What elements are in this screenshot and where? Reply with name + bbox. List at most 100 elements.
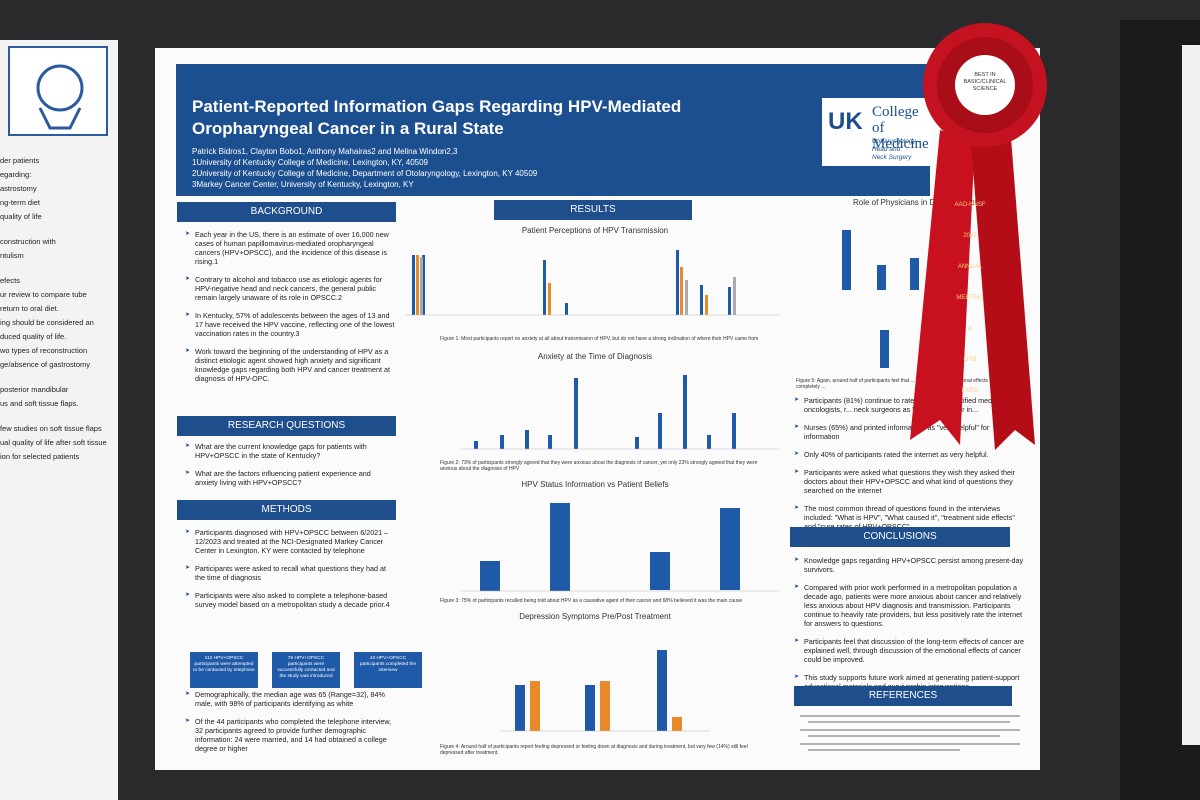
ribbon-tail-text: OTO bbox=[963, 357, 977, 363]
logo-mark: UK bbox=[828, 108, 863, 135]
left-line: return to oral diet. bbox=[0, 304, 59, 313]
left-line: astrostomy bbox=[0, 184, 37, 193]
ribbon-tail-text: 2025 bbox=[963, 233, 977, 239]
bullet: Compared with prior work performed in a … bbox=[794, 583, 1024, 628]
section-heading: METHODS bbox=[177, 500, 396, 520]
section-heading: RESEARCH QUESTIONS bbox=[177, 416, 396, 436]
uk-logo: UK College of Medicine Otolaryngology – H… bbox=[822, 98, 932, 166]
bullet: Knowledge gaps regarding HPV+OPSCC persi… bbox=[794, 556, 1024, 574]
chart-axes bbox=[405, 314, 780, 732]
bullet: Participants were also asked to complete… bbox=[185, 591, 395, 609]
bullet: In Kentucky, 57% of adolescents between … bbox=[185, 311, 395, 338]
ribbon-tail-text: EXPO bbox=[961, 388, 979, 394]
left-line: construction with bbox=[0, 237, 56, 246]
header: Patient-Reported Information Gaps Regard… bbox=[176, 64, 790, 196]
left-line: quality of life bbox=[0, 212, 42, 221]
left-line: der patients bbox=[0, 156, 40, 165]
left-line: ing should be considered an bbox=[0, 318, 94, 327]
figure-caption: Figure 2: 73% of participants strongly a… bbox=[440, 460, 758, 472]
logo-college: College of bbox=[872, 104, 919, 136]
left-line: few studies on soft tissue flaps bbox=[0, 424, 102, 433]
bullet: Each year in the US, there is an estimat… bbox=[185, 230, 395, 266]
left-line: ntulism bbox=[0, 251, 24, 260]
ribbon-tail-text: ANNUAL bbox=[957, 264, 983, 270]
conclusion-bullets: Knowledge gaps regarding HPV+OPSCC persi… bbox=[794, 556, 1024, 700]
bullet: Contrary to alcohol and tobacco use as e… bbox=[185, 275, 395, 302]
fig5-chart bbox=[842, 230, 919, 368]
left-line: ion for selected patients bbox=[0, 452, 80, 461]
ribbon-tail-text: MEETING bbox=[956, 295, 984, 301]
left-line: ng-term diet bbox=[0, 198, 41, 207]
result-charts bbox=[405, 250, 780, 732]
chart-bars bbox=[412, 250, 740, 731]
logo-medicine: Medicine bbox=[872, 136, 929, 152]
right-poster bbox=[1182, 45, 1200, 745]
left-line: posterior mandibular bbox=[0, 385, 69, 394]
reference-text-lines bbox=[800, 715, 1020, 751]
methods-bullets: Participants diagnosed with HPV+OPSCC be… bbox=[185, 528, 395, 618]
left-line: ual quality of life after soft tissue bbox=[0, 438, 107, 447]
figure-caption: Figure 4: Around half of participants re… bbox=[440, 744, 748, 756]
left-poster: der patients egarding: astrostomy ng-term d… bbox=[0, 40, 118, 800]
bullet: Nurses (65%) and printed informatio... a… bbox=[794, 423, 1024, 441]
ribbon-text: BEST IN bbox=[974, 72, 996, 78]
flow-box: 75 HPV+OPSCC participants were successfu… bbox=[272, 652, 340, 688]
bullet: What are the current knowledge gaps for … bbox=[185, 442, 395, 460]
left-text: der patients egarding: astrostomy ng-term d… bbox=[0, 155, 115, 465]
bullet: Participants were asked to recall what q… bbox=[185, 564, 395, 582]
logo-dept: Otolaryngology – Head and Neck Surgery bbox=[872, 138, 932, 162]
chart-bars-gray bbox=[420, 257, 736, 315]
affiliation: 1University of Kentucky College of Medic… bbox=[192, 158, 428, 167]
figure-caption: Figure 1: Most participants report no an… bbox=[440, 336, 759, 342]
title-line: Patient-Reported Information Gaps Regard… bbox=[192, 97, 682, 116]
ribbon-center: BEST IN BASIC/CLINICAL SCIENCE bbox=[955, 72, 1015, 93]
authors: Patrick Bidros1, Clayton Bobo1, Anthony … bbox=[192, 147, 458, 156]
flow-box: 112 HPV+OPSCC participants were attempte… bbox=[190, 652, 258, 688]
ribbon-text: BASIC/CLINICAL bbox=[963, 79, 1007, 85]
right-bullets: Participants (81%) continue to rate m...… bbox=[794, 396, 1024, 540]
title: Patient-Reported Information Gaps Regard… bbox=[192, 96, 681, 140]
bullet: Participants were asked what questions t… bbox=[794, 468, 1024, 495]
section-heading: REFERENCES bbox=[794, 686, 1012, 706]
bullet: Participants (81%) continue to rate m...… bbox=[794, 396, 1024, 414]
left-line: egarding: bbox=[0, 170, 32, 179]
figure-caption: Figure 5: Again, around half of particip… bbox=[796, 378, 1005, 390]
section-heading: CONCLUSIONS bbox=[790, 527, 1010, 547]
award-ribbon bbox=[910, 23, 1047, 450]
section-heading: RESULTS bbox=[494, 200, 692, 220]
flow-box: 43 HPV+OPSCC participants completed the … bbox=[354, 652, 422, 688]
right-board bbox=[1120, 20, 1200, 800]
bullet: Participants feel that discussion of the… bbox=[794, 637, 1024, 664]
ribbon-tail: AAO-HNSF 2025 ANNUAL MEETING & OTO EXPO bbox=[945, 190, 995, 407]
left-line: us and soft tissue flaps. bbox=[0, 399, 79, 408]
bullet: What are the factors influencing patient… bbox=[185, 469, 395, 487]
byline: Patrick Bidros1, Clayton Bobo1, Anthony … bbox=[192, 146, 537, 190]
figure-caption: Figure 3: 75% of participants recalled b… bbox=[440, 598, 743, 604]
logo-dept-line: Neck Surgery bbox=[872, 154, 912, 161]
bullet: Only 40% of participants rated the inter… bbox=[794, 450, 1024, 459]
ribbon-tail-text: AAO-HNSF bbox=[954, 202, 986, 208]
affiliation: 2University of Kentucky College of Medic… bbox=[192, 169, 538, 178]
figure-title: HPV Status Information vs Patient Belief… bbox=[521, 480, 669, 489]
bullet: Demographically, the median age was 65 (… bbox=[185, 690, 395, 708]
bullet: The most common thread of questions foun… bbox=[794, 504, 1024, 531]
left-line: wo types of reconstruction bbox=[0, 346, 88, 355]
logo-icon bbox=[36, 64, 84, 130]
logo-text: College of Medicine bbox=[872, 104, 932, 152]
figure-title: Patient Perceptions of HPV Transmission bbox=[521, 226, 669, 235]
bullet: Of the 44 participants who completed the… bbox=[185, 717, 395, 753]
chart-bars-orange bbox=[416, 255, 708, 731]
figure-title: Role of Physicians in Discussion of bbox=[852, 198, 978, 207]
methods-bullets: Demographically, the median age was 65 (… bbox=[185, 690, 395, 762]
bullet: Work toward the beginning of the underst… bbox=[185, 347, 395, 383]
ribbon-tail-text: & bbox=[967, 326, 972, 332]
background-bullets: Each year in the US, there is an estimat… bbox=[185, 230, 395, 392]
figure-title: Depression Symptoms Pre/Post Treatment bbox=[519, 612, 671, 621]
ribbon-text: SCIENCE bbox=[972, 86, 998, 92]
left-line: duced quality of life. bbox=[0, 332, 67, 341]
left-line: efects bbox=[0, 276, 21, 285]
logo bbox=[8, 46, 108, 136]
affiliation: 3Markey Cancer Center, University of Ken… bbox=[192, 180, 414, 189]
title-line: Oropharyngeal Cancer in a Rural State bbox=[192, 119, 504, 138]
